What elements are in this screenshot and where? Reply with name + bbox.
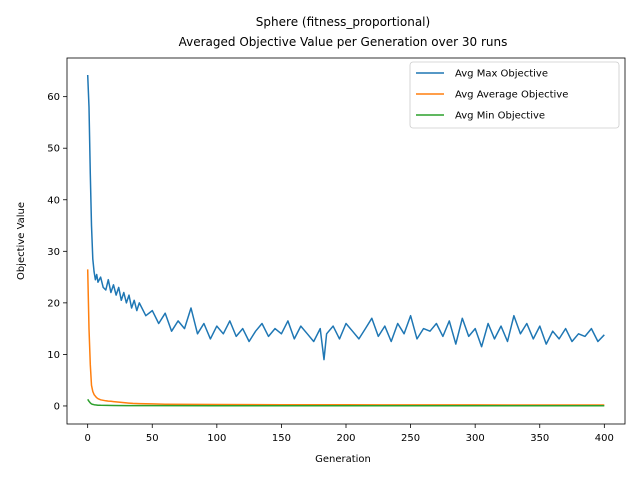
chart-subtitle: Averaged Objective Value per Generation … xyxy=(179,35,508,49)
x-tick-label-6: 300 xyxy=(466,433,485,444)
x-tick-label-5: 250 xyxy=(401,433,420,444)
x-tick-label-1: 50 xyxy=(146,433,159,444)
x-tick-label-8: 400 xyxy=(595,433,614,444)
x-axis-ticks: 0 50 100 150 200 250 300 350 400 xyxy=(84,424,614,444)
y-tick-label-0: 0 xyxy=(54,401,60,412)
y-axis-label: Objective Value xyxy=(16,202,27,280)
y-tick-label-5: 50 xyxy=(47,144,60,155)
y-tick-label-6: 60 xyxy=(47,92,60,103)
series-line-1 xyxy=(86,269,605,406)
legend-label-0: Avg Max Objective xyxy=(455,69,548,80)
legend: Avg Max Objective Avg Average Objective Av… xyxy=(409,61,620,129)
series-line-0 xyxy=(86,74,605,361)
y-tick-label-4: 40 xyxy=(47,195,60,206)
x-tick-label-7: 350 xyxy=(530,433,549,444)
legend-box xyxy=(409,61,620,129)
x-tick-label-2: 100 xyxy=(207,433,226,444)
x-tick-label-3: 150 xyxy=(272,433,291,444)
x-tick-label-4: 200 xyxy=(336,433,355,444)
legend-label-2: Avg Min Objective xyxy=(455,111,545,122)
chart-title: Sphere (fitness_proportional) xyxy=(256,15,430,29)
y-axis-ticks: 0 10 20 30 40 50 60 xyxy=(47,92,67,412)
y-tick-label-3: 30 xyxy=(47,247,60,258)
series-line-2 xyxy=(87,398,605,407)
legend-label-1: Avg Average Objective xyxy=(455,90,568,101)
y-tick-label-2: 20 xyxy=(47,298,60,309)
plot-area xyxy=(86,74,605,407)
x-tick-label-0: 0 xyxy=(84,433,90,444)
y-tick-label-1: 10 xyxy=(47,350,60,361)
x-axis-label: Generation xyxy=(315,454,371,465)
